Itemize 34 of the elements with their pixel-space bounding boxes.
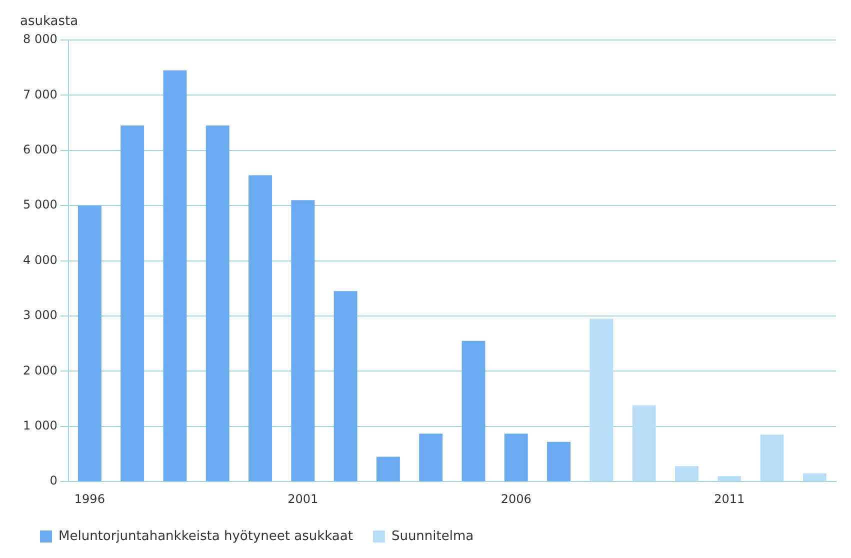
y-tick-label: 8 000 [22,32,58,46]
bar [206,126,230,482]
bar [163,70,187,482]
legend-label: Suunnitelma [391,528,474,544]
y-tick-label: 1 000 [22,418,58,433]
bar [462,340,486,482]
bar [120,126,144,482]
y-tick-label: 0 [50,474,58,488]
bar [291,200,315,482]
bar [760,434,784,482]
y-tick-label: 3 000 [22,308,58,322]
bar [802,473,826,482]
y-tick-label: 6 000 [22,142,58,157]
bar [632,405,656,482]
bar [504,434,528,482]
bar [718,476,742,482]
y-tick-label: 4 000 [22,252,58,267]
y-tick-label: 2 000 [22,363,58,378]
bar [590,318,614,482]
x-tick-label: 2011 [714,492,745,506]
bar [419,434,443,482]
x-tick-label: 2006 [500,492,532,506]
bar [376,456,400,482]
y-axis-title: asukasta [20,14,78,29]
x-tick-label: 1996 [74,492,105,506]
x-tick-label: 2001 [288,492,318,506]
y-tick-label: 7 000 [22,87,58,102]
bar [675,466,698,482]
bar [248,175,272,482]
bar [78,206,102,482]
bar [334,291,358,482]
legend-label: Meluntorjuntahankkeista hyötyneet asukkaat [58,528,353,544]
y-tick-label: 5 000 [22,198,58,212]
bar [547,442,571,482]
